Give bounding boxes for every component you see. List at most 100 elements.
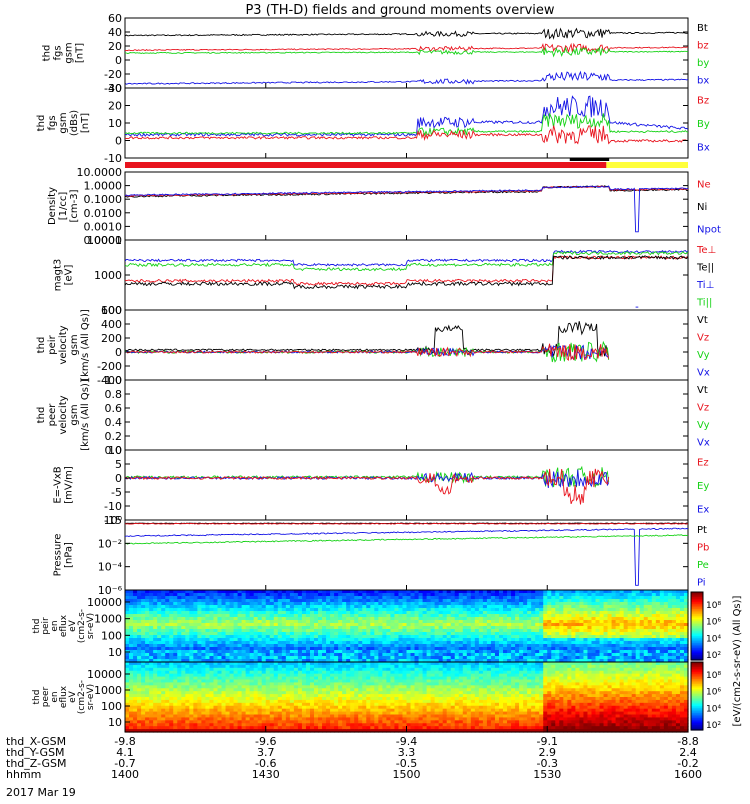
y-axis-label: [mV/m] [64,466,75,504]
y-axis-label: fgs [47,115,58,130]
figure-title: P3 (TH-D) fields and ground moments over… [245,3,554,18]
y-tick-label: 30 [108,82,122,95]
y-tick-label: 0.4 [105,416,123,429]
y-axis-label: (dBs) [69,110,80,136]
y-axis-label: Pressure [53,534,64,577]
y-tick-label: 0.1000 [84,193,123,206]
y-axis-label: fgs [53,45,64,60]
legend-Vx: Vx [697,367,710,378]
mode-bar-red [125,162,606,168]
legend-Ti||: Ti|| [696,297,712,308]
y-tick-label: 0.6 [105,402,123,415]
y-tick-label: 0.0010 [84,220,123,233]
mode-bar-marker [570,158,609,161]
y-tick-label: 40 [108,26,122,39]
y-axis-label: peir [47,334,58,354]
y-tick-label: 1.0000 [84,180,123,193]
y-tick-label: 10⁰ [104,514,123,527]
y-tick-label: 10⁻⁴ [98,561,123,574]
legend-Ez: Ez [697,458,709,469]
legend-Ti⊥: Ti⊥ [696,280,714,291]
legend-Ne: Ne [697,179,711,190]
y-tick-label: 10⁻² [98,537,122,550]
y-axis-label: gsm [69,404,80,425]
y-tick-label: 1.0 [105,374,123,387]
y-axis-label: [1/cc] [58,192,69,221]
y-axis-label: gsm [58,112,69,133]
legend-Pe: Pe [697,560,709,571]
y-axis-label: [nT] [80,113,91,133]
y-axis-label: velocity [58,325,69,364]
panel-frame [125,380,688,450]
legend-Bz: Bz [697,96,709,107]
y-tick-label: 200 [101,332,122,345]
y-axis-label: gsm [64,42,75,63]
y-tick-label: -20 [104,68,122,81]
legend-Te||: Te|| [696,262,714,273]
legend-Pi: Pi [697,577,706,588]
legend-Vz: Vz [697,332,709,343]
y-axis-label: thd [36,115,47,132]
y-tick-label: -5 [111,486,122,499]
legend-Vt: Vt [697,385,708,396]
y-axis-label: peer [47,403,58,427]
legend-Npot: Npot [697,225,721,236]
legend-Bx: Bx [697,142,710,153]
legend-Pt: Pt [697,525,707,536]
y-tick-label: -10 [104,152,122,165]
y-tick-label: 60 [108,12,122,25]
y-tick-label: 0.8 [105,388,123,401]
y-tick-label: 20 [108,40,122,53]
y-axis-label: [km/s (All Qs)] [80,309,91,381]
panel-frame [125,520,688,590]
legend-bz: bz [697,40,709,51]
legend-Ey: Ey [697,481,709,492]
y-axis-label: sr-eV) [86,613,96,639]
y-tick-label: 0 [115,54,122,67]
y-axis-label: [nT] [75,43,86,63]
panel-frame [125,172,688,240]
panel-frame [125,450,688,520]
y-tick-label: 0.2 [105,430,123,443]
legend-Pb: Pb [697,542,709,553]
y-axis-label: magt3 [53,259,64,292]
y-tick-label: -10 [104,500,122,513]
mode-bar-yellow [606,162,688,168]
legend-Vt: Vt [697,315,708,326]
panel-3: 10.00001.00000.10000.01000.00100.0001Den… [47,166,721,247]
y-tick-label: 10000 [87,234,122,247]
y-axis-label: [eV] [64,265,75,286]
y-tick-label: 1000 [94,269,122,282]
y-tick-label: 0 [115,135,122,148]
y-tick-label: 10 [108,646,122,659]
panel-frame [125,310,688,380]
legend-Vx: Vx [697,437,710,448]
y-tick-label: 10000 [87,596,122,609]
y-tick-label: 10 [108,117,122,130]
legend-Vz: Vz [697,402,709,413]
y-tick-label: 10 [108,444,122,457]
panel-frame [125,240,688,310]
mode-bar [125,158,688,168]
y-tick-label: 100 [101,629,122,642]
y-axis-label: velocity [58,395,69,434]
y-tick-label: 0.0100 [84,207,123,220]
y-axis-label: [cm-3] [69,189,80,222]
legend-bx: bx [697,75,709,86]
y-axis-label: [nPa] [64,542,75,568]
legend-Ex: Ex [697,504,709,515]
legend-Te⊥: Te⊥ [696,245,716,256]
y-tick-label: 0 [115,472,122,485]
